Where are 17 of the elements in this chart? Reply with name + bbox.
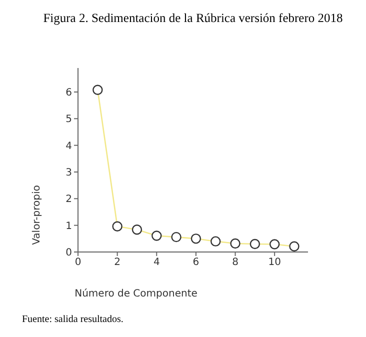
source-note: Fuente: salida resultados. [22, 314, 124, 325]
y-tick-label: 5 [66, 114, 72, 126]
y-tick-label: 4 [66, 140, 72, 152]
y-tick-label: 1 [66, 220, 72, 232]
y-axis-title: Valor-propio [32, 185, 42, 245]
chart-title: Figura 2. Sedimentación de la Rúbrica versión febrero 2018 [42, 11, 344, 26]
x-axis-title: Número de Componente [74, 288, 198, 300]
y-tick-label: 3 [66, 168, 72, 179]
y-tick-label: 6 [66, 88, 72, 99]
x-tick-label: 8 [232, 257, 238, 268]
x-tick-label: 0 [74, 257, 82, 268]
y-tick-label: 0 [66, 248, 72, 259]
x-tick-label: 2 [114, 257, 121, 268]
y-tick-label: 2 [66, 194, 72, 206]
x-tick-label: 6 [192, 257, 200, 268]
x-tick-label: 4 [153, 257, 160, 268]
x-tick-label: 10 [268, 257, 281, 268]
